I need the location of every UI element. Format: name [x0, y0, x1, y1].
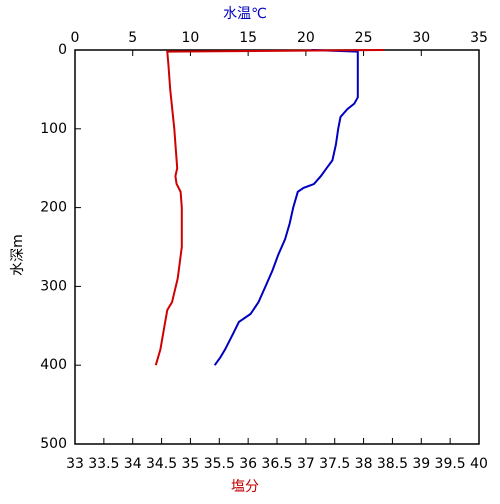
- x-tick-label: 33.5: [88, 456, 119, 472]
- top-axis-title: 水温℃: [223, 6, 267, 22]
- x2-tick-label: 20: [297, 30, 315, 46]
- x-tick-label: 40: [470, 456, 488, 472]
- y-axis-title: 水深m: [10, 234, 26, 276]
- x-tick-label: 37: [297, 456, 315, 472]
- x2-tick-label: 30: [412, 30, 430, 46]
- x-tick-label: 34: [124, 456, 142, 472]
- x2-tick-label: 10: [182, 30, 200, 46]
- x-tick-label: 36: [239, 456, 257, 472]
- x-tick-label: 39.5: [435, 456, 466, 472]
- x-tick-label: 35.5: [204, 456, 235, 472]
- x-tick-label: 37.5: [319, 456, 350, 472]
- profile-line: [213, 49, 359, 366]
- x-tick-label: 34.5: [146, 456, 177, 472]
- y-tick-label: 200: [40, 200, 67, 216]
- x2-tick-label: 35: [470, 30, 488, 46]
- y-tick-label: 300: [40, 278, 67, 294]
- x-tick-label: 38.5: [377, 456, 408, 472]
- y-tick-label: 400: [40, 357, 67, 373]
- x-tick-label: 39: [412, 456, 430, 472]
- x2-tick-label: 0: [71, 30, 80, 46]
- x2-tick-label: 25: [355, 30, 373, 46]
- x-tick-label: 38: [355, 456, 373, 472]
- y-tick-label: 500: [40, 436, 67, 452]
- plot-frame: [74, 49, 480, 445]
- x2-tick-label: 15: [239, 30, 257, 46]
- x-tick-label: 33: [66, 456, 84, 472]
- y-tick-label: 100: [40, 121, 67, 137]
- x-tick-label: 35: [182, 456, 200, 472]
- x-tick-label: 36.5: [261, 456, 292, 472]
- x2-tick-label: 5: [128, 30, 137, 46]
- profile-line: [154, 49, 384, 366]
- bottom-axis-title: 塩分: [231, 479, 259, 495]
- y-tick-label: 0: [58, 42, 67, 58]
